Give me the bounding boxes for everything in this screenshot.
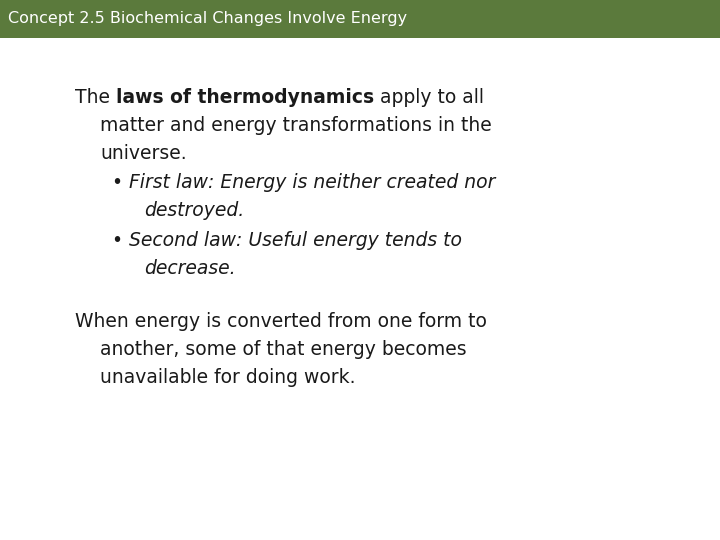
Text: laws of thermodynamics: laws of thermodynamics: [116, 88, 374, 107]
Text: apply to all: apply to all: [374, 88, 484, 107]
Text: Concept 2.5 Biochemical Changes Involve Energy: Concept 2.5 Biochemical Changes Involve …: [8, 11, 407, 26]
Text: When energy is converted from one form to: When energy is converted from one form t…: [75, 312, 487, 331]
Text: another, some of that energy becomes: another, some of that energy becomes: [100, 340, 467, 359]
Text: universe.: universe.: [100, 144, 186, 163]
Text: decrease.: decrease.: [144, 259, 235, 278]
Text: destroyed.: destroyed.: [144, 201, 244, 220]
Text: unavailable for doing work.: unavailable for doing work.: [100, 368, 356, 387]
Text: • Second law: Useful energy tends to: • Second law: Useful energy tends to: [112, 231, 462, 250]
Text: matter and energy transformations in the: matter and energy transformations in the: [100, 116, 492, 135]
Text: • First law: Energy is neither created nor: • First law: Energy is neither created n…: [112, 173, 495, 192]
Text: The: The: [75, 88, 116, 107]
Bar: [0, 0, 720, 38]
